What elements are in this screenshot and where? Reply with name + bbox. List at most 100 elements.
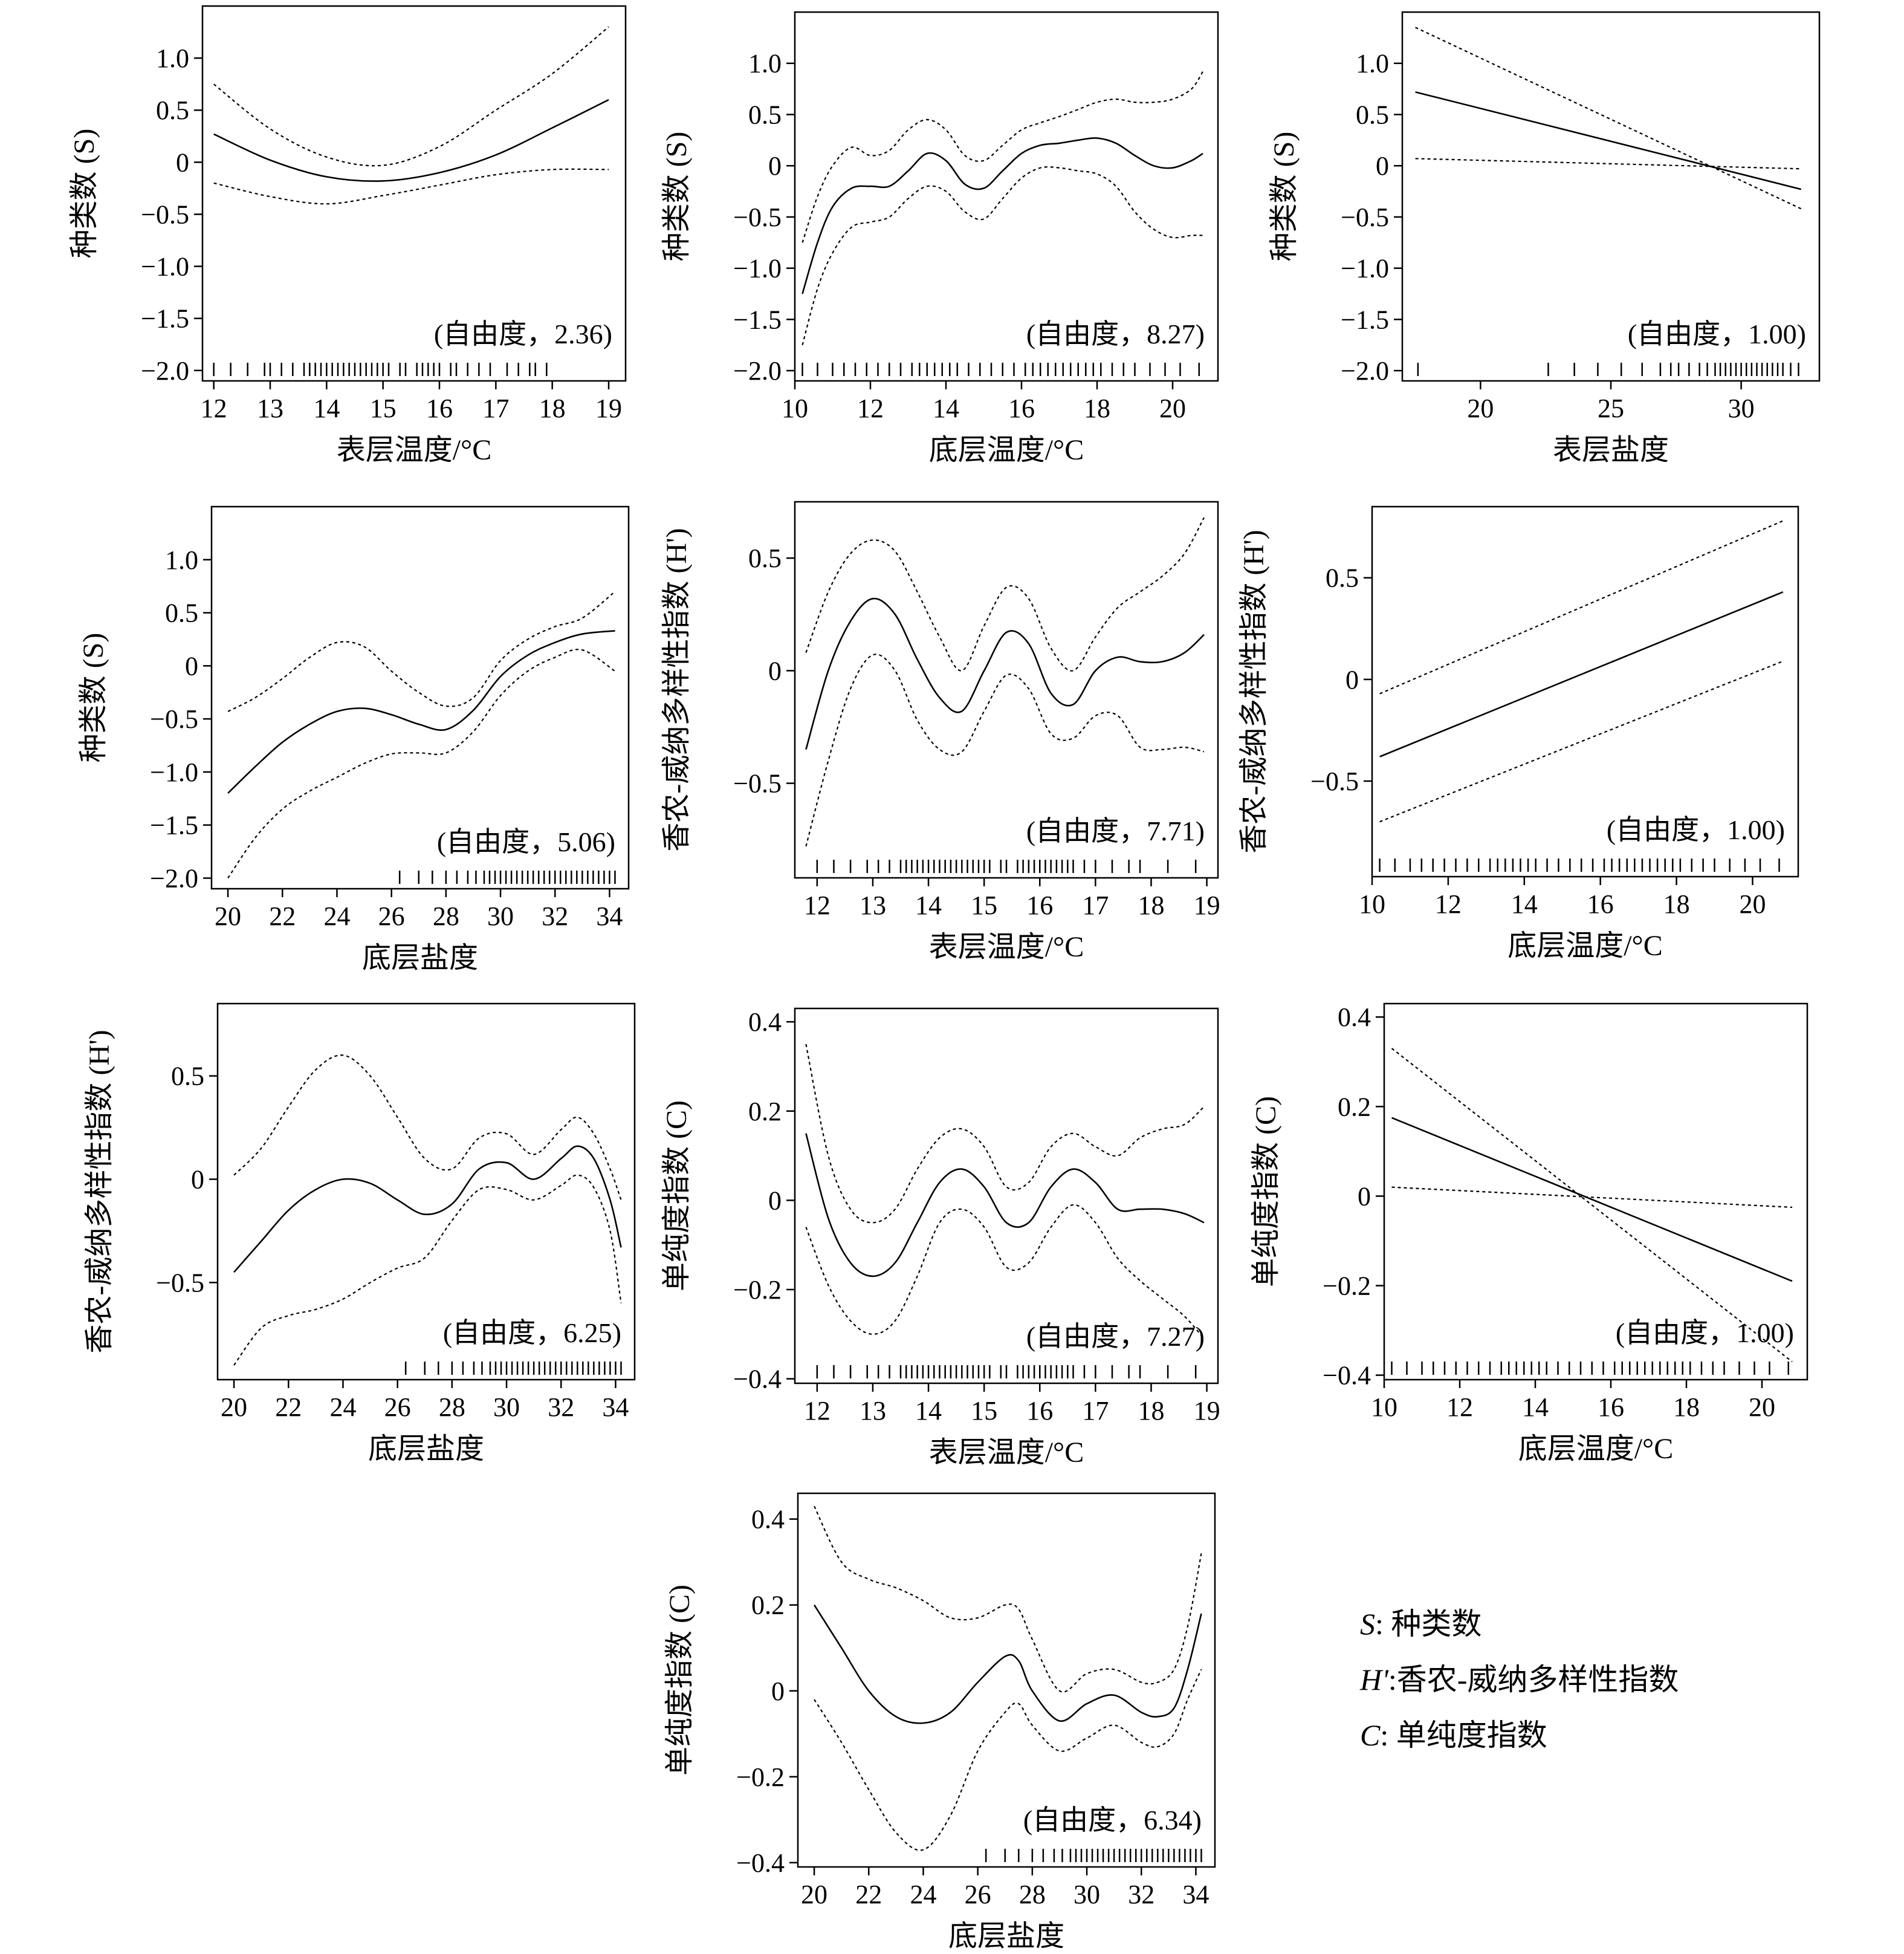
x-tick-label: 30 bbox=[1728, 394, 1755, 423]
x-axis-label: 底层盐度 bbox=[948, 1920, 1064, 1952]
x-tick-label: 16 bbox=[1598, 1392, 1624, 1422]
x-tick-label: 20 bbox=[215, 901, 241, 931]
x-tick-label: 15 bbox=[370, 394, 397, 423]
y-tick-label: 0.5 bbox=[748, 544, 782, 573]
x-axis-label: 底层温度/°C bbox=[1518, 1433, 1674, 1465]
upper-ci-curve bbox=[233, 1054, 622, 1201]
legend-symbol: S bbox=[1360, 1607, 1375, 1641]
x-tick-label: 26 bbox=[378, 901, 405, 931]
fit-curve bbox=[805, 597, 1205, 750]
y-tick-label: 1.0 bbox=[1356, 49, 1389, 79]
x-axis-label: 底层盐度 bbox=[362, 942, 478, 974]
x-tick-label: 28 bbox=[433, 901, 459, 931]
x-tick-label: 14 bbox=[1522, 1392, 1549, 1422]
x-tick-label: 20 bbox=[801, 1880, 827, 1909]
plot-frame bbox=[1383, 1002, 1808, 1381]
panel-7: 20 22 24 26 28 30 32 34 −0.5 0 0.5 底层盐度 香农-威纳多样性指数 (… bbox=[83, 1002, 636, 1465]
legend-item-c: C: 单纯度指数 bbox=[1360, 1707, 1844, 1763]
rug bbox=[985, 1849, 1202, 1862]
y-axis-label: 单纯度指数 (C) bbox=[1250, 1096, 1282, 1287]
plot-frame bbox=[794, 11, 1219, 382]
y-tick-label: −2.0 bbox=[141, 356, 189, 386]
upper-ci-curve bbox=[805, 1044, 1205, 1224]
x-tick-label: 17 bbox=[482, 394, 509, 423]
x-tick-label: 22 bbox=[275, 1392, 302, 1422]
legend-item-s: S: 种类数 bbox=[1360, 1596, 1844, 1652]
lower-ci-curve bbox=[1379, 660, 1784, 823]
y-tick-label: −0.2 bbox=[1323, 1271, 1371, 1301]
x-tick-label: 32 bbox=[1128, 1880, 1154, 1909]
lower-ci-curve bbox=[805, 654, 1205, 847]
y-tick-label: 0 bbox=[1376, 151, 1389, 181]
y-tick-label: −1.5 bbox=[1341, 305, 1389, 334]
y-axis-label: 香农-威纳多样性指数 (H') bbox=[83, 1030, 115, 1353]
x-tick-label: 14 bbox=[933, 394, 959, 423]
fit-curve bbox=[1379, 591, 1784, 758]
x-tick-label: 12 bbox=[804, 891, 831, 920]
panel-5: 12 13 14 15 16 17 18 19 −0.5 0 0.5 表层温度/°C 香农-威纳多样性指… bbox=[661, 501, 1220, 963]
rug bbox=[213, 363, 548, 376]
legend-text: : 单纯度指数 bbox=[1380, 1718, 1547, 1752]
rug bbox=[1417, 363, 1799, 376]
x-tick-label: 17 bbox=[1082, 891, 1109, 920]
legend: S: 种类数 H':香农-威纳多样性指数 C: 单纯度指数 bbox=[1360, 1596, 1844, 1763]
x-axis-label: 底层温度/°C bbox=[929, 434, 1084, 466]
y-tick-label: 0.5 bbox=[1356, 100, 1389, 129]
df-annotation: (自由度，7.27) bbox=[1026, 1321, 1205, 1352]
x-tick-label: 26 bbox=[384, 1392, 411, 1422]
y-axis-label: 种类数 (S) bbox=[1268, 132, 1300, 262]
x-tick-label: 22 bbox=[269, 901, 296, 931]
x-tick-label: 24 bbox=[323, 901, 350, 931]
upper-ci-curve bbox=[814, 1505, 1202, 1693]
fit-curve bbox=[1391, 1117, 1793, 1282]
panel-4: 20 22 24 26 28 30 32 34 −2.0 −1.5 −1.0 −0.5 0 0.5 1.0 底… bbox=[77, 505, 630, 974]
x-tick-label: 15 bbox=[971, 1396, 997, 1426]
fit-curve bbox=[227, 630, 615, 794]
rug bbox=[1379, 859, 1780, 872]
upper-ci-curve bbox=[227, 591, 616, 712]
df-annotation: (自由度，1.00) bbox=[1628, 319, 1806, 349]
y-tick-label: 0.4 bbox=[751, 1505, 785, 1534]
y-tick-label: −0.2 bbox=[733, 1275, 782, 1305]
y-tick-label: 0.2 bbox=[748, 1097, 782, 1126]
x-tick-label: 12 bbox=[857, 394, 884, 423]
df-annotation: (自由度，5.06) bbox=[437, 826, 615, 857]
x-tick-label: 34 bbox=[602, 1392, 629, 1422]
y-tick-label: 0.2 bbox=[751, 1591, 785, 1620]
df-annotation: (自由度，8.27) bbox=[1026, 319, 1205, 349]
x-tick-label: 20 bbox=[1467, 394, 1494, 423]
y-tick-label: 1.0 bbox=[156, 44, 189, 73]
y-tick-label: −0.5 bbox=[156, 1268, 204, 1297]
y-tick-label: −1.0 bbox=[1341, 254, 1389, 284]
df-annotation: (自由度，1.00) bbox=[1616, 1317, 1794, 1348]
y-axis-label: 种类数 (S) bbox=[661, 132, 693, 262]
x-tick-label: 22 bbox=[855, 1880, 882, 1909]
x-tick-label: 24 bbox=[910, 1880, 936, 1909]
y-tick-label: −0.5 bbox=[141, 200, 189, 229]
legend-item-h: H':香农-威纳多样性指数 bbox=[1360, 1652, 1844, 1707]
panel-3: 20 25 30 −2.0 −1.5 −1.0 −0.5 0 0.5 1.0 表层盐度 种类数 (S)… bbox=[1268, 11, 1821, 466]
y-tick-label: −0.5 bbox=[1341, 203, 1389, 232]
x-tick-label: 10 bbox=[782, 394, 808, 423]
x-axis-label: 底层温度/°C bbox=[1507, 930, 1663, 962]
x-tick-label: 20 bbox=[1739, 889, 1766, 919]
x-tick-label: 30 bbox=[487, 901, 514, 931]
plot-frame bbox=[797, 1492, 1216, 1868]
y-tick-label: −0.5 bbox=[1310, 767, 1359, 796]
x-tick-label: 30 bbox=[493, 1392, 520, 1422]
legend-symbol: C bbox=[1360, 1718, 1381, 1752]
upper-ci-curve bbox=[805, 517, 1205, 672]
x-axis-label: 底层盐度 bbox=[368, 1433, 484, 1465]
x-axis-label: 表层温度/°C bbox=[337, 434, 492, 466]
x-tick-label: 18 bbox=[539, 394, 566, 423]
y-tick-label: −1.0 bbox=[150, 758, 198, 787]
x-axis-label: 表层盐度 bbox=[1553, 434, 1669, 466]
df-annotation: (自由度，6.34) bbox=[1023, 1805, 1202, 1836]
y-tick-label: 1.0 bbox=[165, 545, 198, 575]
x-axis-label: 表层温度/°C bbox=[929, 1436, 1084, 1469]
y-tick-label: −2.0 bbox=[150, 863, 198, 893]
upper-ci-curve bbox=[1379, 520, 1784, 695]
y-tick-label: −0.4 bbox=[1323, 1361, 1371, 1391]
plot-frame bbox=[794, 1007, 1219, 1384]
y-tick-label: 0.4 bbox=[1338, 1002, 1371, 1032]
